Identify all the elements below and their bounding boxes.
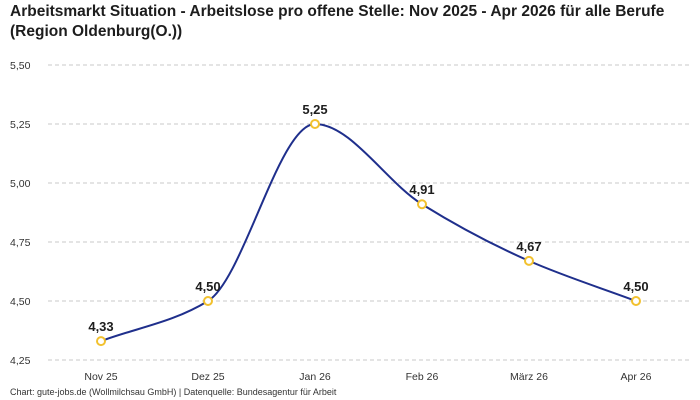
data-label: 4,50 — [195, 279, 220, 294]
y-tick-label: 5,50 — [10, 60, 31, 72]
data-label: 4,33 — [88, 319, 113, 334]
data-label: 4,91 — [409, 182, 434, 197]
data-label: 5,25 — [302, 102, 327, 117]
x-tick-label: Jan 26 — [299, 371, 331, 383]
x-tick-label: Dez 25 — [191, 371, 224, 383]
chart-title: Arbeitsmarkt Situation - Arbeitslose pro… — [10, 3, 665, 40]
series-line — [100, 122, 637, 343]
x-tick-label: Feb 26 — [406, 371, 439, 383]
y-tick-label: 5,25 — [10, 119, 31, 131]
x-tick-label: März 26 — [510, 371, 548, 383]
data-point-marker — [631, 296, 641, 306]
data-point-marker — [524, 255, 534, 266]
x-axis-tick-labels: Nov 25 Dez 25 Jan 26 Feb 26 März 26 Apr 26 — [84, 371, 651, 383]
gridlines — [48, 64, 690, 361]
y-tick-label: 4,75 — [10, 237, 31, 249]
x-tick-label: Apr 26 — [621, 371, 652, 383]
data-markers — [96, 119, 641, 347]
y-tick-label: 4,25 — [10, 355, 31, 367]
data-point-marker — [417, 199, 427, 210]
series-line-path — [100, 122, 637, 343]
chart-source-footer: Chart: gute-jobs.de (Wollmilchsau GmbH) … — [10, 387, 337, 397]
y-tick-label: 5,00 — [10, 178, 31, 190]
data-label: 4,50 — [623, 279, 648, 294]
data-label: 4,67 — [516, 239, 541, 254]
y-axis-tick-labels: 4,25 4,50 4,75 5,00 5,25 5,50 — [10, 60, 31, 367]
y-tick-label: 4,50 — [10, 296, 31, 308]
data-point-marker — [96, 336, 106, 347]
data-point-marker — [203, 296, 213, 306]
data-point-marker — [310, 119, 320, 129]
x-tick-label: Nov 25 — [84, 371, 117, 383]
data-labels: 4,33 4,50 5,25 4,91 4,67 4,50 — [88, 102, 648, 334]
